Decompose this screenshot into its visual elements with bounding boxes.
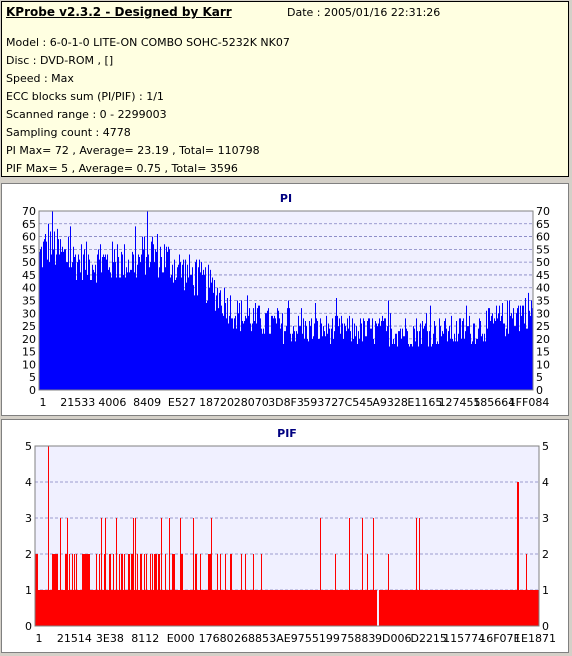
x-tick-label: 59372 — [303, 396, 338, 409]
x-tick-label: E527 — [168, 396, 196, 409]
pif-chart-panel: PIF 0 0 1 1 2 2 3 3 4 4 5 5 1 21514 3E38 8112 E000 17680 26… — [1, 419, 569, 653]
x-tick-label: 17680 — [199, 632, 234, 645]
y-tick-label-left: 20 — [22, 333, 36, 346]
x-tick-label: 26885 — [234, 632, 269, 645]
y-tick-label-left: 0 — [25, 620, 32, 633]
y-tick-label-left: 3 — [25, 512, 32, 525]
chart-title: PIF — [277, 427, 297, 440]
y-tick-label-right: 35 — [536, 295, 550, 308]
y-tick-label-right: 5 — [536, 371, 543, 384]
x-tick-label: 21514 — [57, 632, 92, 645]
y-tick-label-right: 5 — [542, 440, 549, 453]
scan-date: Date : 2005/01/16 22:31:26 — [287, 6, 441, 19]
y-tick-label-left: 1 — [25, 584, 32, 597]
y-tick-label-left: 55 — [22, 243, 36, 256]
y-tick-label-right: 40 — [536, 282, 550, 295]
x-tick-label: 18720 — [199, 396, 234, 409]
plot-border — [34, 445, 540, 627]
x-tick-label: 3E38 — [96, 632, 124, 645]
speed-line: Speed : Max — [6, 72, 74, 85]
sampling-line: Sampling count : 4778 — [6, 126, 131, 139]
y-tick-label-left: 0 — [29, 384, 36, 397]
x-tick-label: D2215 — [410, 632, 446, 645]
y-tick-label-right: 0 — [536, 384, 543, 397]
pi-chart-panel: PI 0 0 5 5 10 10 15 15 20 20 25 25 30 30 35 35 40 40 45 45 50… — [1, 183, 569, 416]
y-tick-label-left: 30 — [22, 307, 36, 320]
app-title: KProbe v2.3.2 - Designed by Karr — [6, 5, 232, 19]
y-tick-label-left: 60 — [22, 231, 36, 244]
y-tick-label-left: 5 — [25, 440, 32, 453]
range-line: Scanned range : 0 - 2299003 — [6, 108, 167, 121]
x-tick-label: 4006 — [98, 396, 126, 409]
x-tick-label: 21533 — [60, 396, 95, 409]
pi-stats-line: PI Max= 72 , Average= 23.19 , Total= 110… — [6, 144, 260, 157]
y-tick-label-right: 0 — [542, 620, 549, 633]
y-tick-label-right: 2 — [542, 548, 549, 561]
disc-line: Disc : DVD-ROM , [] — [6, 54, 114, 67]
y-tick-label-right: 60 — [536, 231, 550, 244]
x-tick-label: 115774 — [443, 632, 485, 645]
x-tick-label: 8409 — [133, 396, 161, 409]
y-tick-label-right: 70 — [536, 205, 550, 218]
y-tick-label-left: 50 — [22, 256, 36, 269]
y-tick-label-right: 55 — [536, 243, 550, 256]
x-tick-label: 1 — [40, 396, 47, 409]
chart-title: PI — [280, 192, 292, 205]
x-tick-label: E000 — [167, 632, 195, 645]
y-tick-label-left: 2 — [25, 548, 32, 561]
y-tick-label-right: 4 — [542, 476, 549, 489]
y-tick-label-right: 1 — [542, 584, 549, 597]
ecc-line: ECC blocks sum (PI/PIF) : 1/1 — [6, 90, 164, 103]
info-panel: KProbe v2.3.2 - Designed by Karr Date : … — [1, 1, 569, 177]
y-tick-label-right: 30 — [536, 307, 550, 320]
x-tick-label: 1FF084 — [509, 396, 550, 409]
model-line: Model : 6-0-1-0 LITE-ON COMBO SOHC-5232K… — [6, 36, 290, 49]
x-tick-label: 55199 — [305, 632, 340, 645]
y-tick-label-right: 25 — [536, 320, 550, 333]
plot-border — [38, 210, 534, 391]
pif-stats-line: PIF Max= 5 , Average= 0.75 , Total= 3596 — [6, 162, 238, 175]
y-tick-label-right: 65 — [536, 218, 550, 231]
y-tick-label-left: 70 — [22, 205, 36, 218]
y-tick-label-left: 15 — [22, 346, 36, 359]
y-tick-label-left: 4 — [25, 476, 32, 489]
x-tick-label: 1 — [36, 632, 43, 645]
y-tick-label-right: 20 — [536, 333, 550, 346]
x-tick-label: 3AE97 — [269, 632, 304, 645]
y-tick-label-left: 5 — [29, 371, 36, 384]
x-tick-label: 28070 — [234, 396, 269, 409]
y-tick-label-left: 25 — [22, 320, 36, 333]
x-tick-label: 7C545 — [338, 396, 374, 409]
y-tick-label-right: 15 — [536, 346, 550, 359]
x-tick-label: 1E1871 — [514, 632, 556, 645]
y-tick-label-right: 45 — [536, 269, 550, 282]
x-tick-label: 9D006 — [375, 632, 411, 645]
x-tick-label: E1165 — [407, 396, 442, 409]
y-tick-label-left: 35 — [22, 295, 36, 308]
y-tick-label-left: 10 — [22, 358, 36, 371]
y-tick-label-left: 40 — [22, 282, 36, 295]
x-tick-label: 75883 — [340, 632, 375, 645]
x-tick-label: 185664 — [473, 396, 515, 409]
x-tick-label: 8112 — [131, 632, 159, 645]
x-tick-label: 3D8F3 — [268, 396, 304, 409]
y-tick-label-left: 65 — [22, 218, 36, 231]
x-tick-label: 127455 — [439, 396, 481, 409]
y-tick-label-right: 3 — [542, 512, 549, 525]
y-tick-label-right: 50 — [536, 256, 550, 269]
x-tick-label: A9328 — [372, 396, 408, 409]
y-tick-label-right: 10 — [536, 358, 550, 371]
x-tick-label: 16F07F — [479, 632, 520, 645]
y-tick-label-left: 45 — [22, 269, 36, 282]
